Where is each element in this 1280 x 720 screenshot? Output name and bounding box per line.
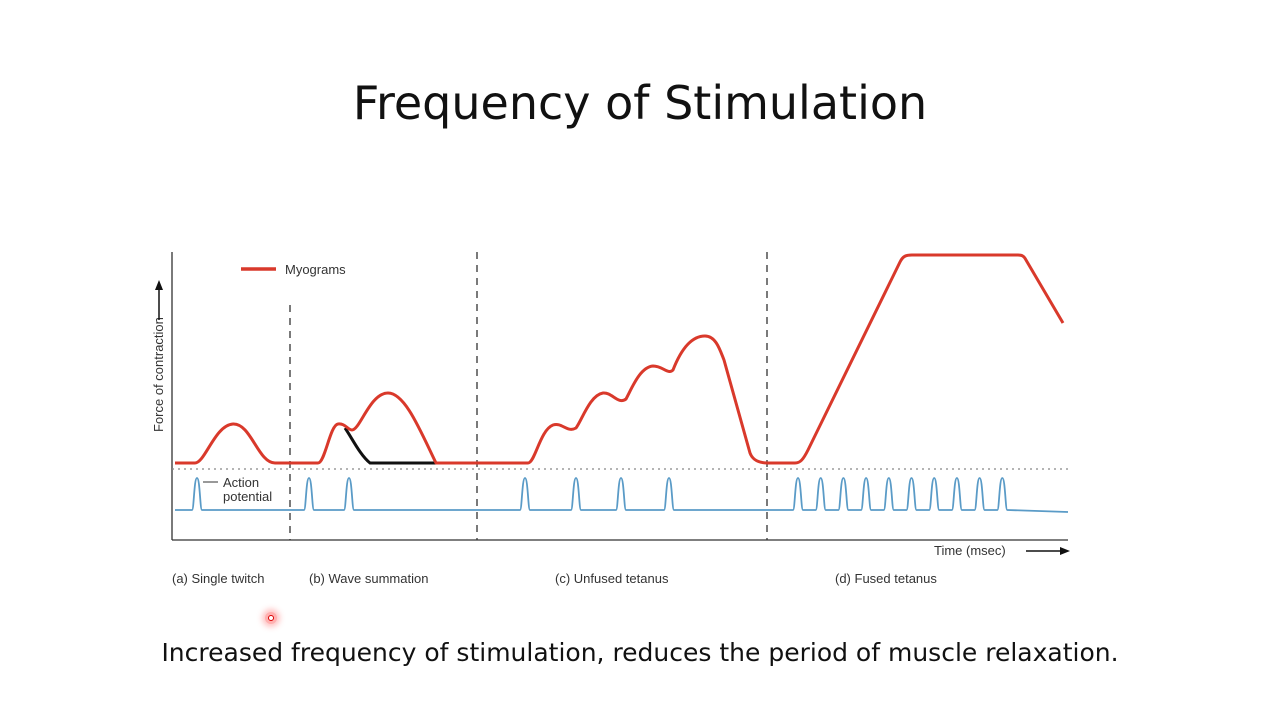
slide-caption: Increased frequency of stimulation, redu… xyxy=(161,638,1119,667)
cursor-pointer-icon xyxy=(265,612,277,624)
panel-label-fused-tetanus: (d) Fused tetanus xyxy=(835,571,937,586)
action-potential-line xyxy=(175,477,1069,513)
slide-title: Frequency of Stimulation xyxy=(352,76,928,130)
action-potential-label-2: potential xyxy=(223,489,272,504)
x-axis-arrow-icon xyxy=(1026,547,1070,555)
myogram-line xyxy=(175,253,1065,465)
action-potential-label: Action xyxy=(223,475,259,490)
panel-label-unfused-tetanus: (c) Unfused tetanus xyxy=(555,571,669,586)
y-axis-label: Force of contraction xyxy=(151,317,166,432)
summation-twitch-overlay xyxy=(343,427,440,465)
panel-label-single-twitch: (a) Single twitch xyxy=(172,571,264,586)
panel-label-wave-summation: (b) Wave summation xyxy=(309,571,428,586)
x-axis-label: Time (msec) xyxy=(934,543,1006,558)
legend-label: Myograms xyxy=(285,262,346,277)
y-axis-arrow-icon xyxy=(155,280,163,320)
